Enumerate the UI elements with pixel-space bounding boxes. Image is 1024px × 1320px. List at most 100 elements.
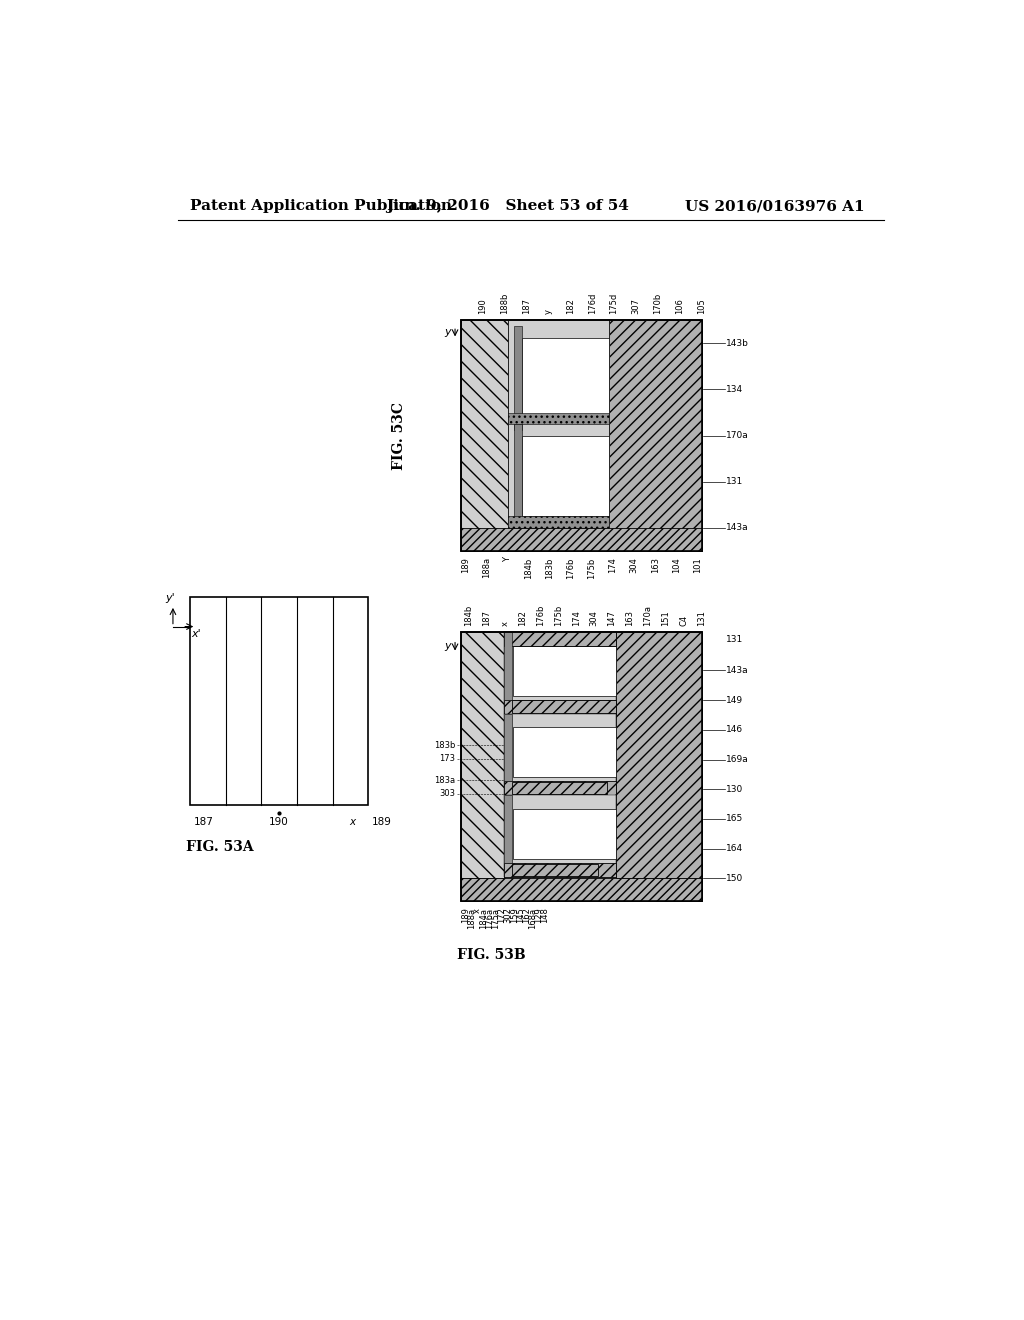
Text: Jun. 9, 2016   Sheet 53 of 54: Jun. 9, 2016 Sheet 53 of 54 bbox=[386, 199, 629, 213]
Text: 187: 187 bbox=[194, 817, 214, 826]
Text: 129: 129 bbox=[535, 908, 544, 924]
Text: 303: 303 bbox=[439, 789, 455, 799]
Text: 143b: 143b bbox=[726, 339, 750, 347]
Text: 302: 302 bbox=[504, 908, 513, 924]
Text: 151: 151 bbox=[662, 610, 671, 626]
Bar bbox=[504, 795, 512, 863]
Text: 176b: 176b bbox=[536, 605, 545, 626]
Text: 188b: 188b bbox=[501, 293, 509, 314]
Text: 146: 146 bbox=[726, 726, 743, 734]
Text: C4: C4 bbox=[679, 615, 688, 626]
Text: 131: 131 bbox=[726, 635, 743, 644]
Bar bbox=[461, 528, 701, 552]
Text: 189: 189 bbox=[461, 557, 470, 573]
Text: 189: 189 bbox=[372, 817, 392, 826]
Bar bbox=[521, 436, 608, 516]
Bar bbox=[461, 321, 508, 552]
Text: x: x bbox=[473, 908, 482, 912]
Text: 182: 182 bbox=[518, 610, 527, 626]
Bar bbox=[521, 338, 608, 418]
Text: y: y bbox=[444, 326, 451, 337]
Text: 162: 162 bbox=[522, 908, 531, 924]
Text: 106: 106 bbox=[675, 298, 684, 314]
Text: 143a: 143a bbox=[726, 667, 749, 675]
Text: 188a: 188a bbox=[481, 557, 490, 578]
Bar bbox=[504, 632, 512, 700]
Text: FIG. 53C: FIG. 53C bbox=[392, 401, 407, 470]
Bar bbox=[504, 714, 512, 781]
Text: 184b: 184b bbox=[465, 605, 473, 626]
Text: 176b: 176b bbox=[566, 557, 575, 578]
Text: 183a: 183a bbox=[434, 776, 455, 784]
Bar bbox=[608, 321, 701, 552]
Bar bbox=[461, 632, 701, 902]
Text: 165: 165 bbox=[726, 814, 743, 824]
Bar bbox=[512, 863, 598, 876]
Text: 131: 131 bbox=[726, 478, 743, 486]
Text: y: y bbox=[444, 640, 451, 651]
Text: 183b: 183b bbox=[545, 557, 554, 578]
Bar bbox=[616, 632, 701, 878]
Text: y: y bbox=[544, 309, 553, 314]
Text: 189: 189 bbox=[461, 908, 470, 924]
Text: x: x bbox=[501, 620, 509, 626]
Text: 304: 304 bbox=[630, 557, 639, 573]
Text: 307: 307 bbox=[632, 298, 640, 314]
Text: 184a: 184a bbox=[479, 908, 488, 928]
Text: 170b: 170b bbox=[653, 293, 663, 314]
Text: 187: 187 bbox=[482, 610, 492, 626]
Text: 174: 174 bbox=[608, 557, 617, 573]
Bar bbox=[513, 809, 616, 859]
Text: y': y' bbox=[165, 594, 175, 603]
Text: 184b: 184b bbox=[524, 557, 534, 578]
Bar bbox=[513, 727, 616, 777]
Bar bbox=[504, 781, 616, 795]
Text: 150: 150 bbox=[726, 874, 743, 883]
Text: x': x' bbox=[191, 628, 201, 639]
Bar bbox=[508, 412, 608, 424]
Text: 175b: 175b bbox=[554, 605, 563, 626]
Bar bbox=[461, 321, 701, 552]
Text: 170a: 170a bbox=[726, 432, 749, 440]
Text: x: x bbox=[349, 817, 355, 826]
Text: 145: 145 bbox=[516, 908, 525, 924]
Text: FIG. 53B: FIG. 53B bbox=[458, 948, 526, 962]
Bar bbox=[508, 516, 608, 528]
Text: 175b: 175b bbox=[588, 557, 596, 578]
Text: 143a: 143a bbox=[726, 524, 749, 532]
Text: 175a: 175a bbox=[492, 908, 501, 928]
Text: 176d: 176d bbox=[588, 293, 597, 314]
Bar bbox=[504, 795, 616, 876]
Bar bbox=[514, 326, 521, 430]
Bar bbox=[508, 321, 608, 552]
Bar bbox=[461, 878, 701, 902]
Bar bbox=[514, 424, 521, 528]
Text: 104: 104 bbox=[672, 557, 681, 573]
Bar bbox=[504, 632, 616, 714]
Text: 182: 182 bbox=[566, 298, 574, 314]
Bar bbox=[504, 863, 616, 876]
Text: 131: 131 bbox=[697, 610, 706, 626]
Text: US 2016/0163976 A1: US 2016/0163976 A1 bbox=[685, 199, 864, 213]
Text: 187: 187 bbox=[522, 298, 531, 314]
Text: 130: 130 bbox=[726, 785, 743, 793]
Text: FIG. 53A: FIG. 53A bbox=[186, 840, 254, 854]
Bar bbox=[504, 632, 616, 645]
Bar bbox=[513, 645, 616, 696]
Text: 183b: 183b bbox=[434, 741, 455, 750]
Text: 163: 163 bbox=[651, 557, 659, 573]
Bar bbox=[190, 597, 369, 805]
Bar bbox=[461, 632, 504, 878]
Bar bbox=[504, 700, 616, 714]
Text: 175d: 175d bbox=[609, 293, 618, 314]
Bar bbox=[512, 781, 607, 795]
Text: 169a: 169a bbox=[726, 755, 749, 764]
Text: Y: Y bbox=[503, 557, 512, 562]
Text: 170a: 170a bbox=[643, 605, 652, 626]
Text: 105: 105 bbox=[697, 298, 706, 314]
Bar bbox=[512, 701, 616, 713]
Text: 173: 173 bbox=[439, 754, 455, 763]
Bar bbox=[461, 321, 701, 552]
Text: 190: 190 bbox=[269, 817, 289, 826]
Text: 176a: 176a bbox=[485, 908, 495, 929]
